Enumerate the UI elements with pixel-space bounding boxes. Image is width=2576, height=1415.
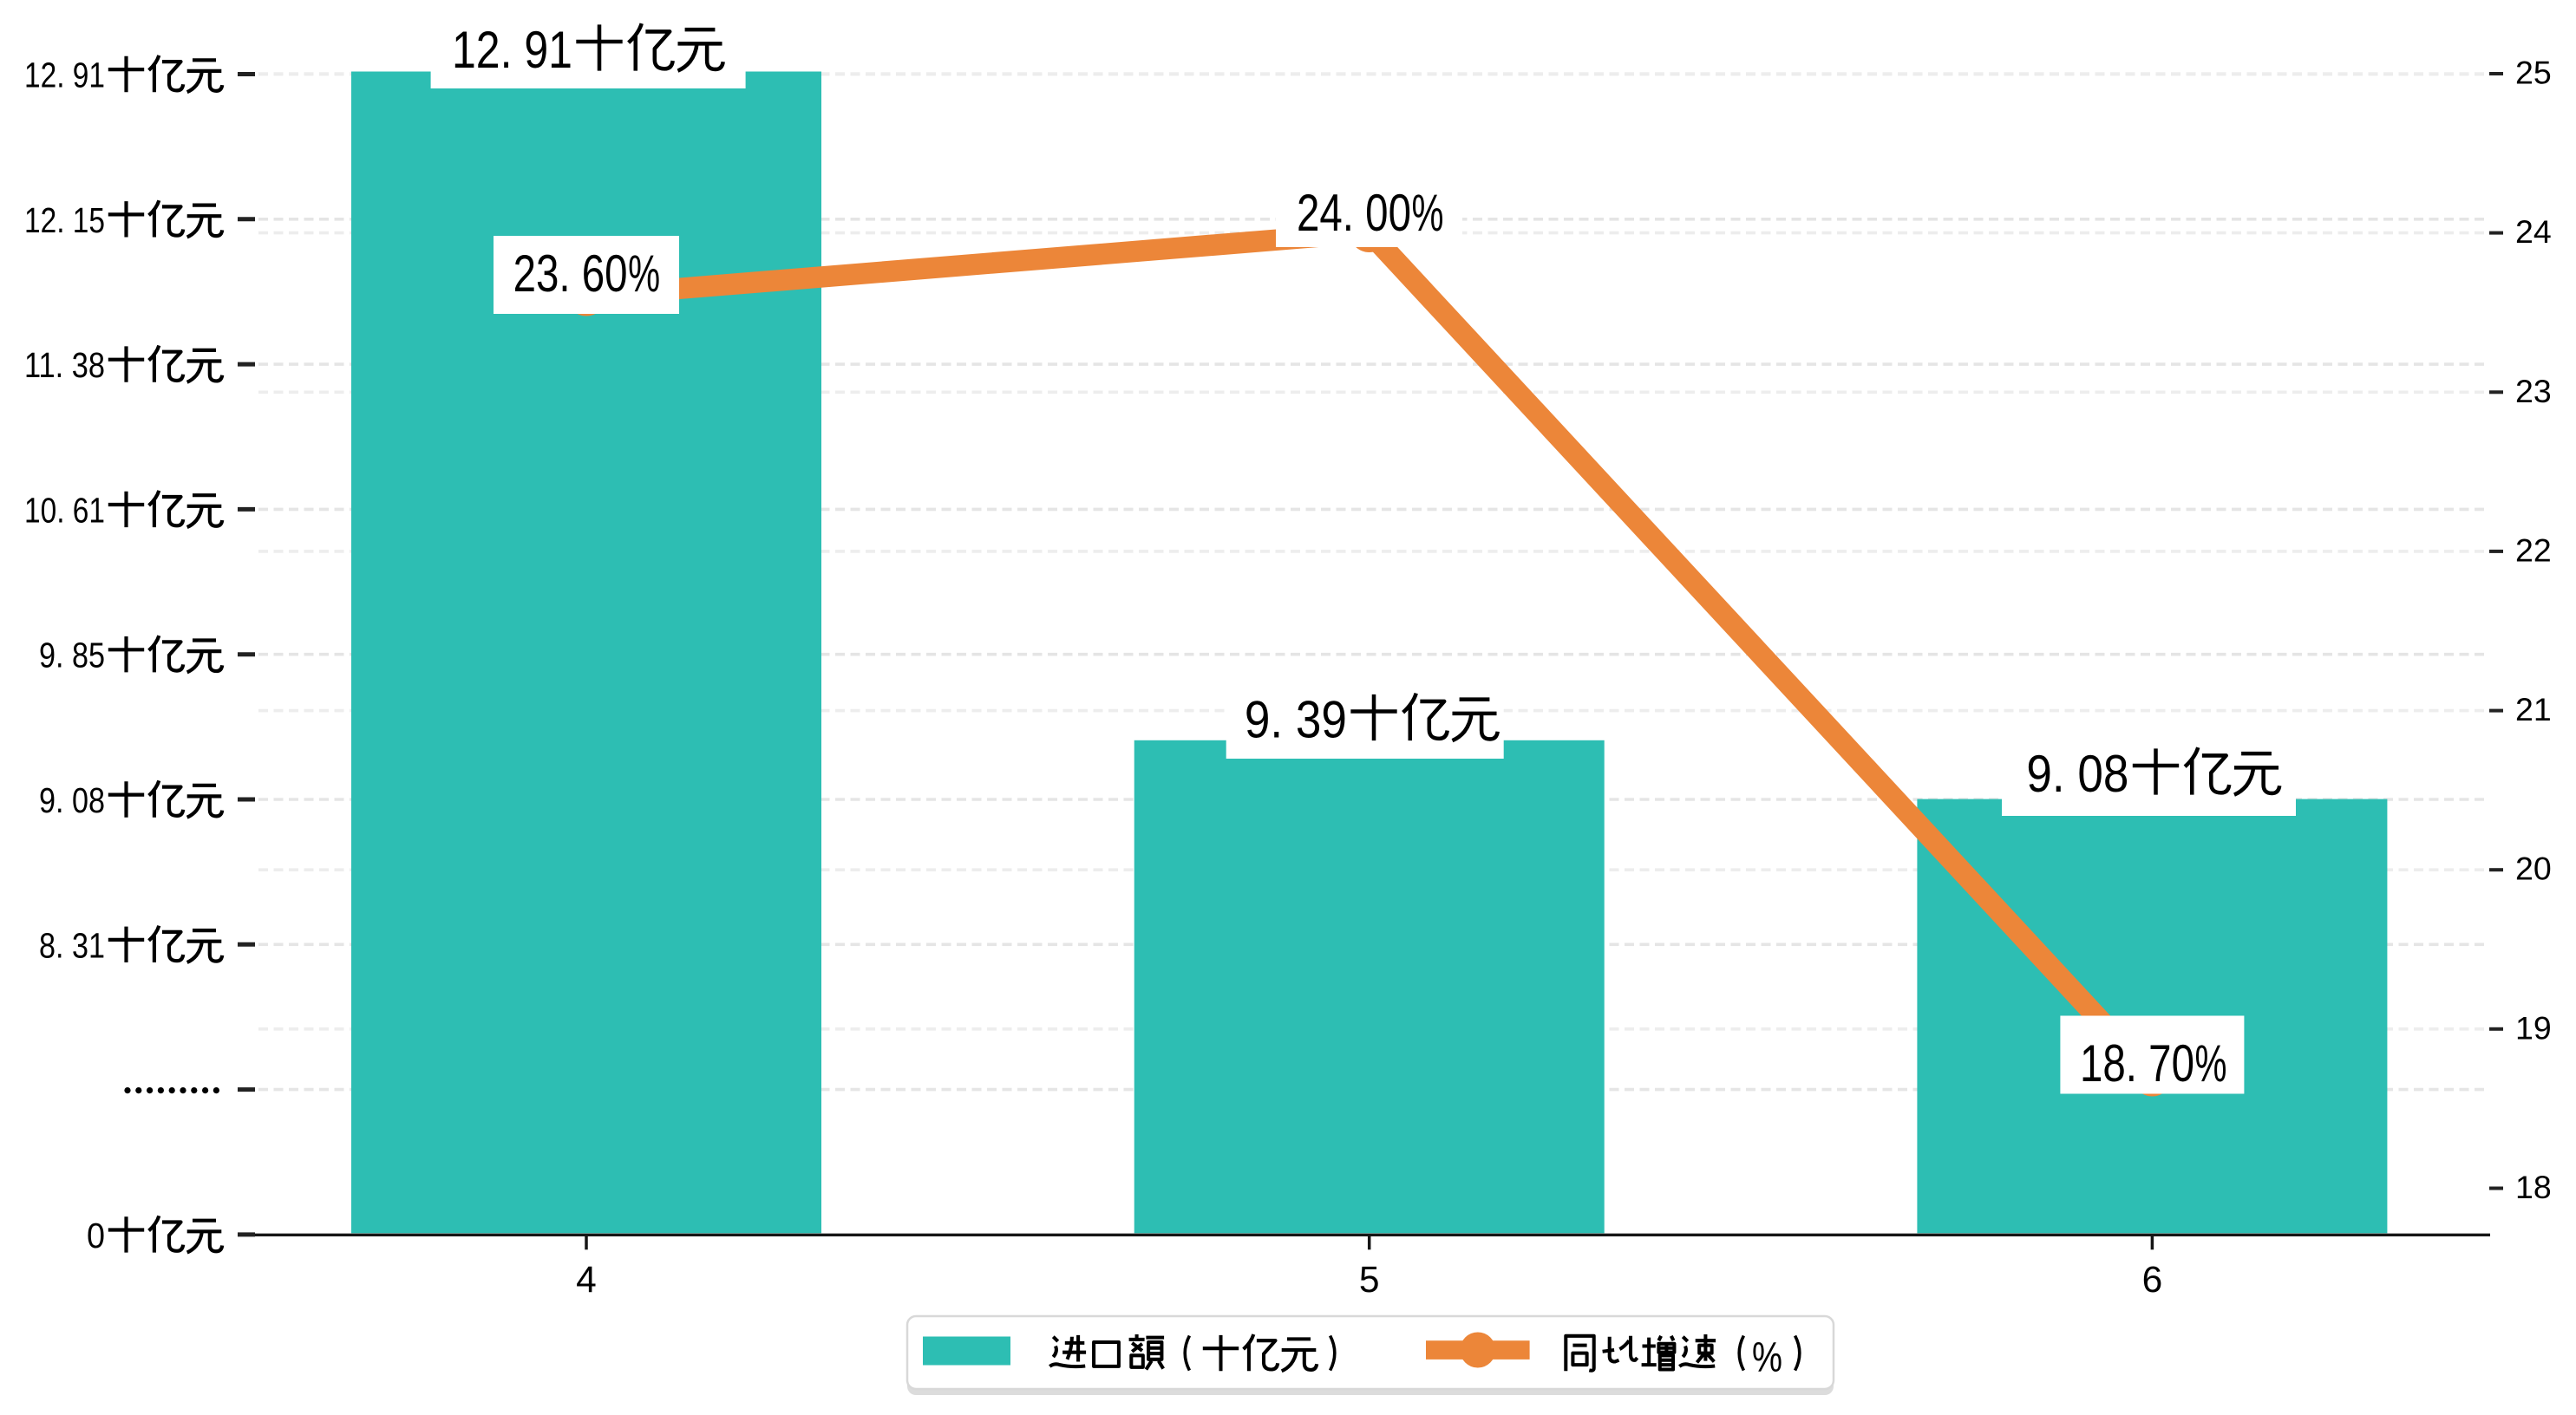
svg-text:6: 6 [2142,1260,2163,1301]
svg-text:24: 24 [2515,213,2552,250]
svg-text:25: 25 [2515,55,2552,91]
svg-text:0: 0 [87,1216,105,1255]
svg-text:20: 20 [2515,851,2552,887]
svg-text:4: 4 [576,1260,597,1301]
svg-text:12. 91: 12. 91 [24,55,105,95]
svg-text:18: 18 [2515,1169,2552,1205]
svg-text:%: % [2195,1034,2227,1092]
svg-text:12. 91: 12. 91 [452,21,572,79]
svg-text:5: 5 [1359,1260,1380,1301]
svg-text:24. 00: 24. 00 [1297,184,1411,242]
svg-text:21: 21 [2515,691,2552,727]
svg-text:9. 39: 9. 39 [1245,691,1347,749]
svg-text:12. 15: 12. 15 [24,200,105,240]
svg-text:10. 61: 10. 61 [24,490,105,530]
svg-text:23: 23 [2515,373,2552,409]
svg-text:8. 31: 8. 31 [39,925,105,965]
svg-text:19: 19 [2515,1009,2552,1046]
svg-text:%: % [628,245,660,303]
svg-text:18. 70: 18. 70 [2080,1034,2194,1092]
svg-text:9. 85: 9. 85 [39,636,105,675]
svg-text:11. 38: 11. 38 [24,345,105,385]
svg-text:23. 60: 23. 60 [513,245,628,303]
svg-text:%: % [1752,1335,1782,1381]
svg-text:9. 08: 9. 08 [39,780,105,820]
svg-text:%: % [1412,184,1444,242]
svg-text:22: 22 [2515,531,2552,568]
svg-text:9. 08: 9. 08 [2026,745,2128,803]
